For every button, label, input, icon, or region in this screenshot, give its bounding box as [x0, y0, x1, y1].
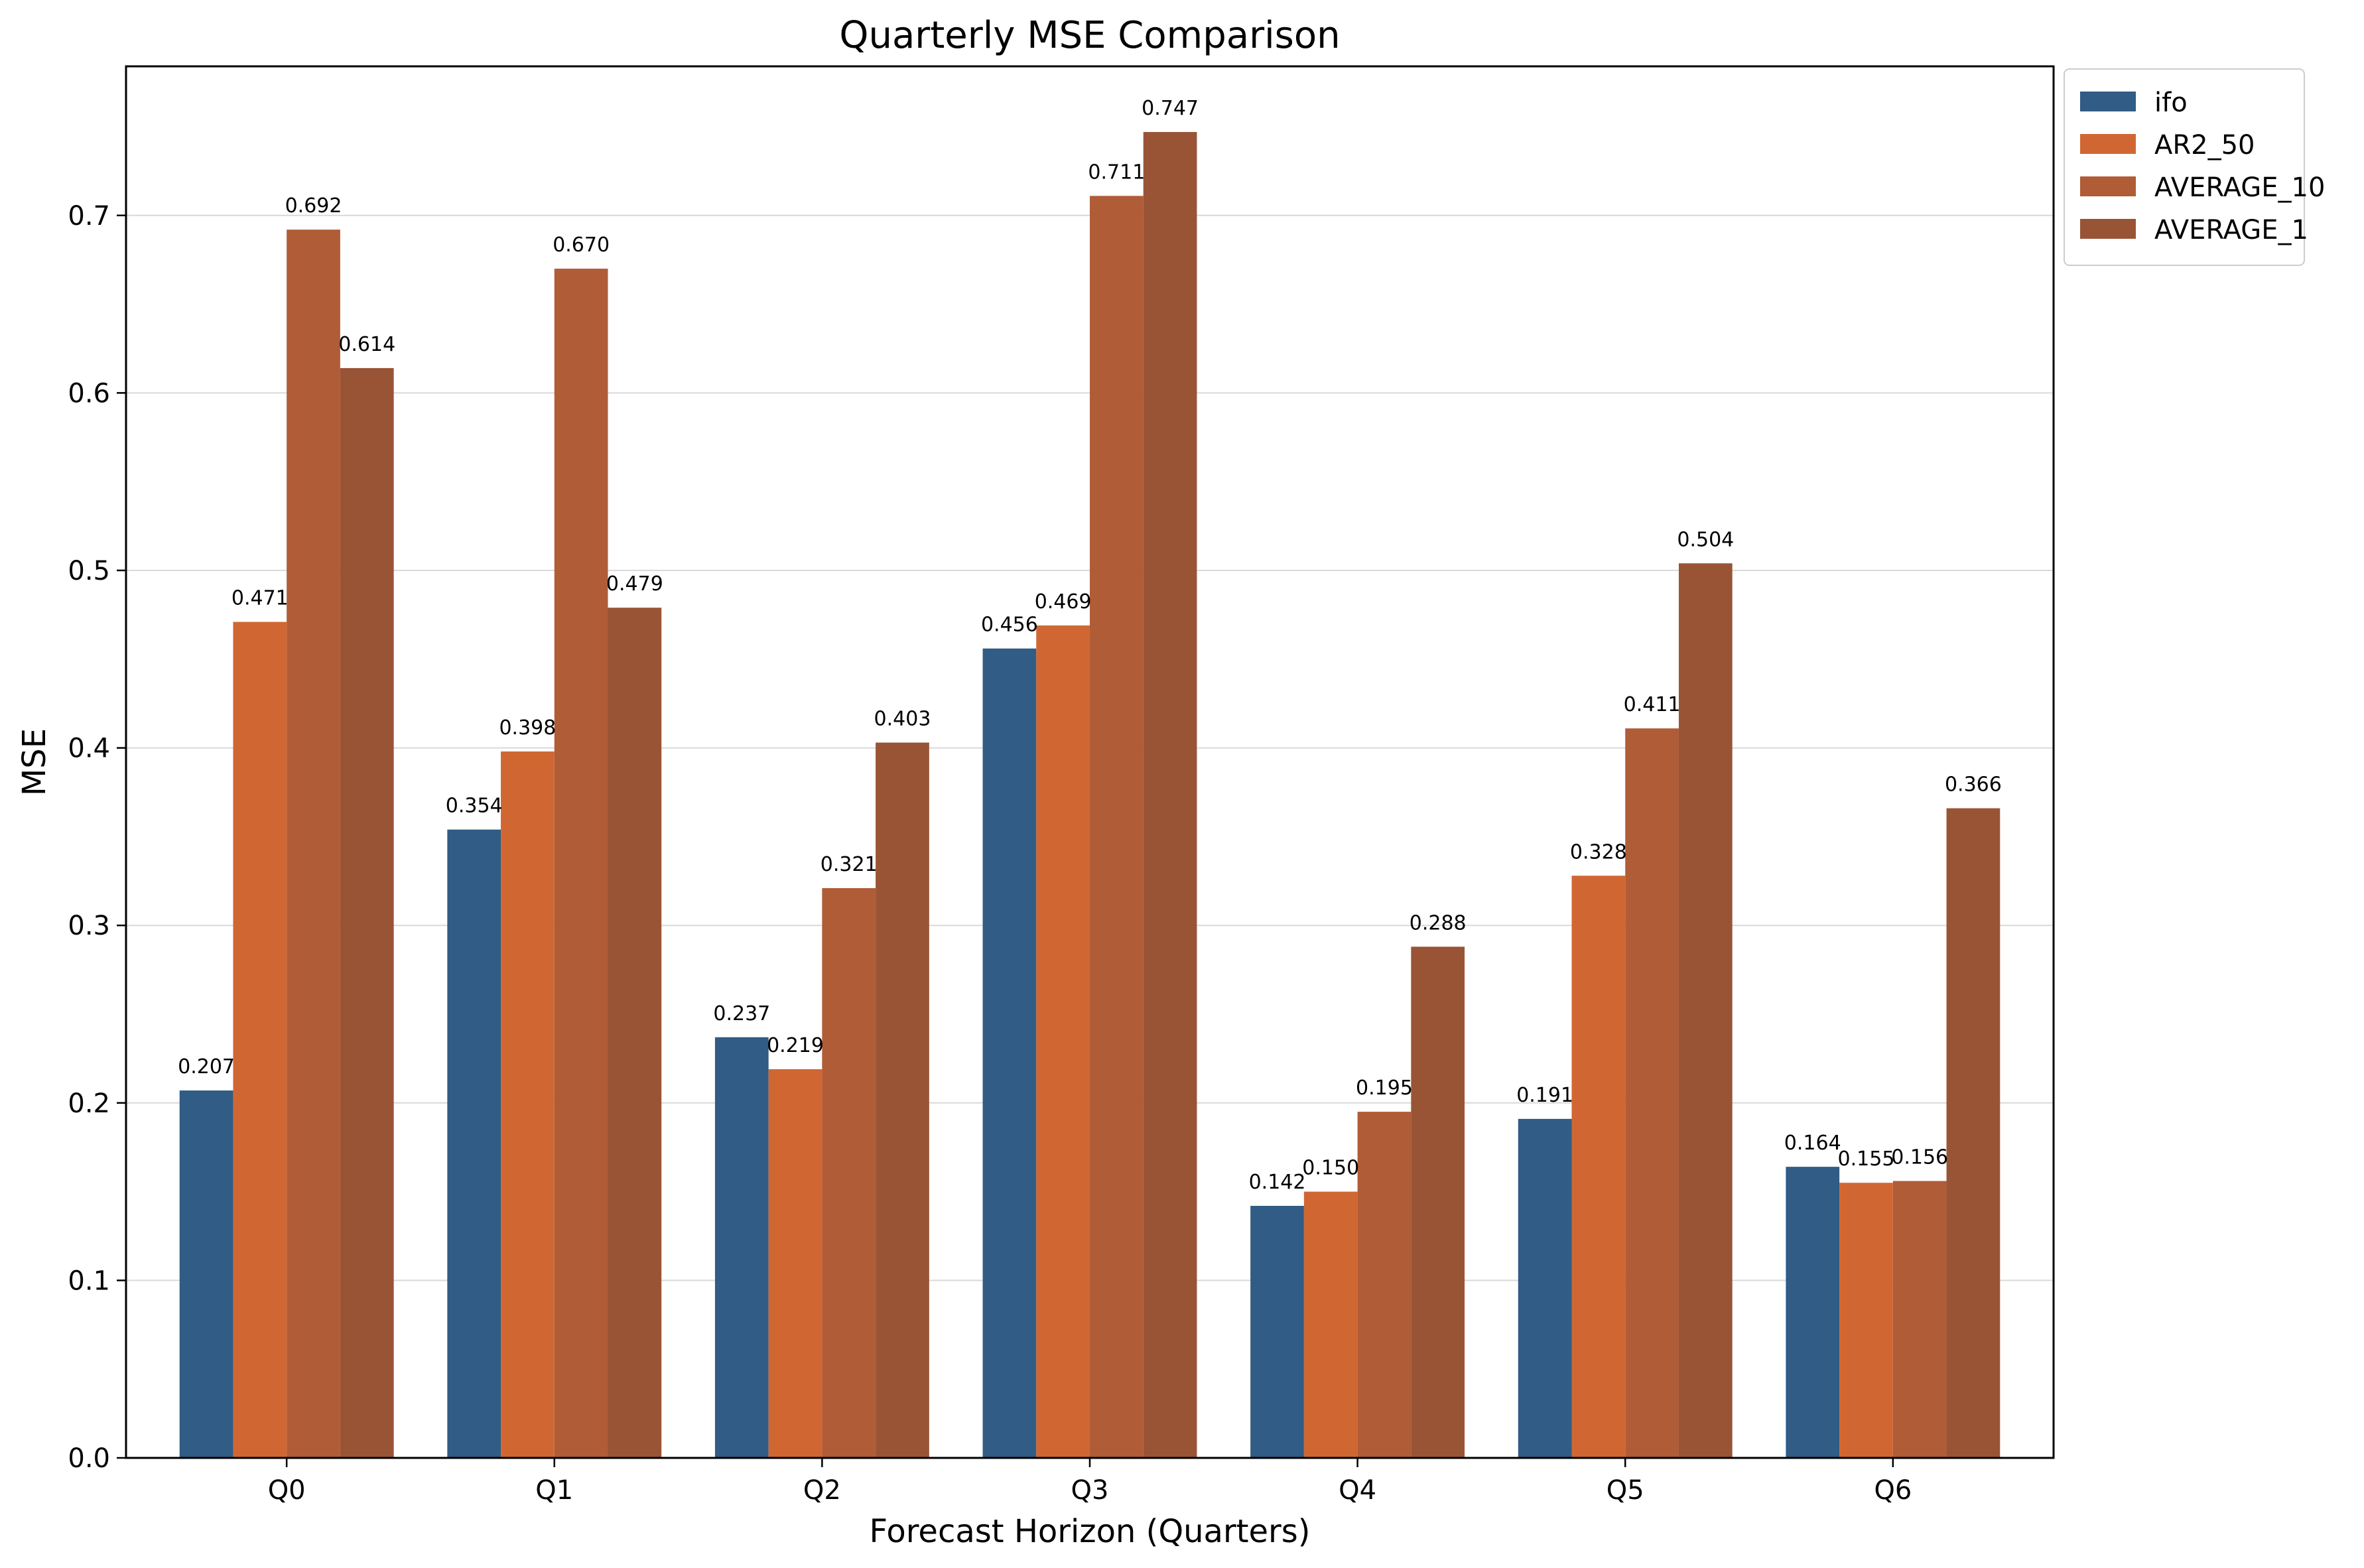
- x-tick-label: Q1: [535, 1475, 573, 1506]
- bar-value-label: 0.321: [821, 853, 878, 876]
- legend: ifo AR2_50 AVERAGE_10 AVERAGE_1: [2064, 68, 2325, 266]
- bar-average-1: [608, 608, 662, 1458]
- bar-value-label: 0.456: [981, 614, 1038, 637]
- legend-label: AR2_50: [2154, 130, 2255, 161]
- bar-ar2-50: [1571, 876, 1626, 1458]
- bar-average-1: [876, 742, 929, 1458]
- bar-average-10: [822, 887, 876, 1458]
- bar-value-label: 0.207: [178, 1055, 235, 1078]
- x-tick-label: Q2: [803, 1475, 841, 1506]
- y-tick-label: 0.0: [68, 1443, 110, 1474]
- bar-ar2-50: [501, 751, 555, 1458]
- bar-value-label: 0.366: [1945, 773, 2002, 797]
- bar-average-1: [1678, 563, 1733, 1459]
- bar-ar2-50: [233, 621, 287, 1458]
- bar-value-label: 0.164: [1784, 1132, 1841, 1155]
- bar-value-label: 0.237: [713, 1002, 770, 1025]
- bar-average-10: [1357, 1112, 1412, 1458]
- bar-average-10: [287, 229, 340, 1459]
- bar-value-label: 0.747: [1142, 97, 1199, 120]
- bar-value-label: 0.142: [1249, 1171, 1306, 1194]
- bar-ar2-50: [1303, 1191, 1358, 1458]
- x-tick-label: Q3: [1071, 1475, 1109, 1506]
- y-tick-label: 0.6: [68, 378, 110, 409]
- y-tick-label: 0.2: [68, 1088, 110, 1119]
- y-tick-label: 0.4: [68, 734, 110, 764]
- x-tick-label: Q5: [1607, 1475, 1644, 1506]
- bar-ar2-50: [1839, 1183, 1893, 1458]
- bar-value-label: 0.328: [1570, 840, 1627, 864]
- bar-value-label: 0.195: [1356, 1077, 1413, 1100]
- legend-swatch: [2080, 219, 2136, 239]
- bar-average-10: [1892, 1181, 1947, 1458]
- y-tick-label: 0.7: [68, 201, 110, 231]
- bar-ifo: [714, 1037, 769, 1458]
- bar-average-1: [340, 367, 394, 1458]
- bar-value-label: 0.403: [874, 708, 931, 731]
- bar-value-label: 0.504: [1677, 528, 1734, 551]
- bar-value-label: 0.219: [767, 1034, 824, 1057]
- legend-box: [2064, 68, 2305, 266]
- bar-value-label: 0.692: [285, 194, 342, 218]
- bar-value-label: 0.471: [231, 587, 289, 610]
- bar-value-label: 0.479: [606, 572, 663, 596]
- bar-average-1: [1946, 808, 2001, 1458]
- bar-average-10: [1090, 196, 1144, 1458]
- bar-ifo: [1518, 1118, 1572, 1458]
- y-axis-title: MSE: [16, 728, 53, 796]
- bar-value-label: 0.191: [1516, 1084, 1573, 1107]
- x-axis: Q0 Q1 Q2 Q3 Q4 Q5 Q6: [268, 1458, 1912, 1506]
- legend-swatch: [2080, 176, 2136, 196]
- legend-label: AVERAGE_1: [2154, 215, 2308, 245]
- y-tick-label: 0.3: [68, 911, 110, 941]
- bar-average-10: [554, 269, 608, 1459]
- legend-label: AVERAGE_10: [2154, 172, 2325, 203]
- y-tick-label: 0.5: [68, 556, 110, 586]
- bar-average-1: [1411, 947, 1465, 1458]
- bar-ifo: [1786, 1167, 1840, 1458]
- x-tick-label: Q0: [268, 1475, 306, 1506]
- bar-value-label: 0.155: [1838, 1147, 1895, 1171]
- bar-value-label: 0.614: [338, 333, 395, 356]
- bar-value-label: 0.354: [446, 795, 503, 818]
- bar-ar2-50: [1036, 625, 1090, 1458]
- bar-value-label: 0.150: [1302, 1157, 1359, 1180]
- bar-ifo: [1250, 1206, 1304, 1458]
- legend-label: ifo: [2154, 88, 2188, 118]
- y-tick-label: 0.1: [68, 1266, 110, 1296]
- x-tick-label: Q4: [1339, 1475, 1376, 1506]
- bar-average-1: [1143, 132, 1197, 1459]
- bar-value-label: 0.156: [1891, 1146, 1948, 1169]
- bar-value-label: 0.670: [553, 233, 610, 257]
- bar-ifo: [447, 829, 501, 1458]
- bar-value-label: 0.411: [1624, 693, 1681, 716]
- bar-ar2-50: [768, 1069, 822, 1458]
- legend-swatch: [2080, 92, 2136, 111]
- x-axis-title: Forecast Horizon (Quarters): [869, 1513, 1310, 1550]
- bar-value-label: 0.711: [1088, 161, 1145, 184]
- bar-value-label: 0.469: [1035, 590, 1092, 614]
- bar-average-10: [1625, 728, 1679, 1458]
- bars: [179, 132, 2001, 1459]
- legend-swatch: [2080, 134, 2136, 154]
- y-axis: 0.0 0.1 0.2 0.3 0.4 0.5 0.6 0.7: [68, 201, 126, 1474]
- bar-value-label: 0.398: [499, 716, 556, 740]
- chart-title: Quarterly MSE Comparison: [839, 14, 1340, 57]
- bar-value-label: 0.288: [1410, 911, 1467, 935]
- x-tick-label: Q6: [1874, 1475, 1912, 1506]
- data-labels: 0.207 0.471 0.692 0.614 0.354 0.398 0.670 0.479…: [178, 97, 2002, 1194]
- bar-ifo: [179, 1090, 233, 1458]
- bar-ifo: [982, 648, 1037, 1459]
